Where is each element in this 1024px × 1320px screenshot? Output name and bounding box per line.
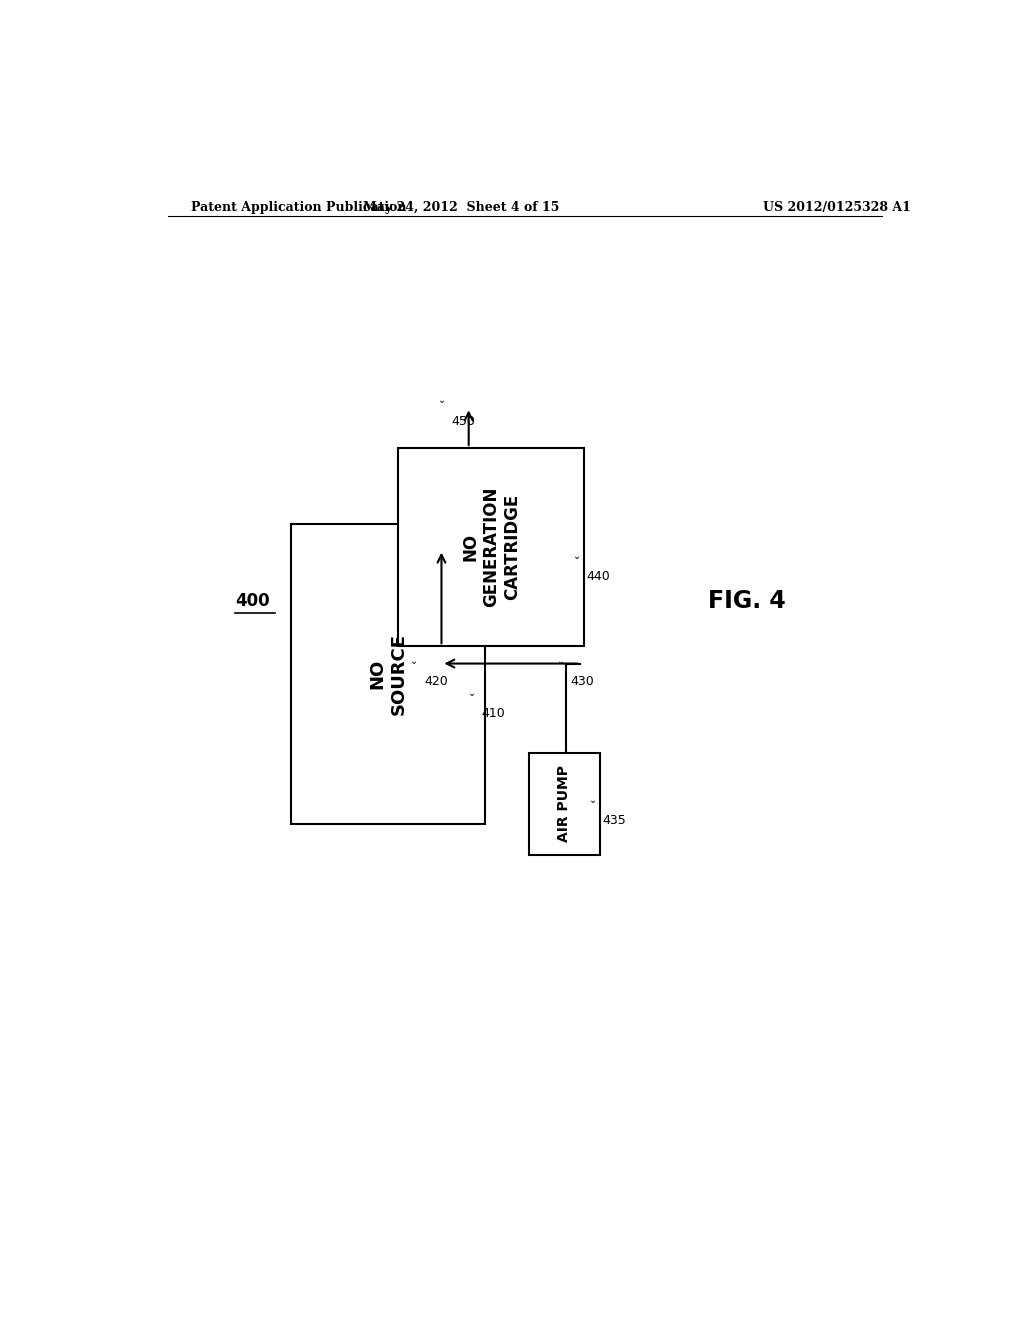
Text: Patent Application Publication: Patent Application Publication: [191, 201, 407, 214]
Text: 435: 435: [602, 814, 627, 826]
Text: ⌄: ⌄: [468, 688, 476, 698]
Text: US 2012/0125328 A1: US 2012/0125328 A1: [763, 201, 910, 214]
Text: ⌄: ⌄: [411, 656, 419, 665]
Text: AIR PUMP: AIR PUMP: [557, 766, 571, 842]
Text: NO
SOURCE: NO SOURCE: [369, 634, 408, 715]
Text: 440: 440: [587, 570, 610, 583]
Text: May 24, 2012  Sheet 4 of 15: May 24, 2012 Sheet 4 of 15: [364, 201, 559, 214]
Text: 410: 410: [481, 708, 505, 721]
Text: FIG. 4: FIG. 4: [709, 589, 785, 612]
Text: 420: 420: [424, 675, 447, 688]
Bar: [291, 524, 485, 824]
Text: 430: 430: [570, 675, 595, 688]
Text: ⌄: ⌄: [438, 396, 446, 405]
Text: ⌄: ⌄: [557, 656, 565, 665]
Text: 400: 400: [236, 591, 269, 610]
Text: ⌄: ⌄: [589, 795, 597, 805]
Text: NO
GENERATION
CARTRIDGE: NO GENERATION CARTRIDGE: [461, 487, 521, 607]
Bar: [528, 752, 600, 854]
Bar: [397, 447, 585, 647]
Text: 450: 450: [452, 414, 476, 428]
Text: ⌄: ⌄: [573, 550, 582, 561]
